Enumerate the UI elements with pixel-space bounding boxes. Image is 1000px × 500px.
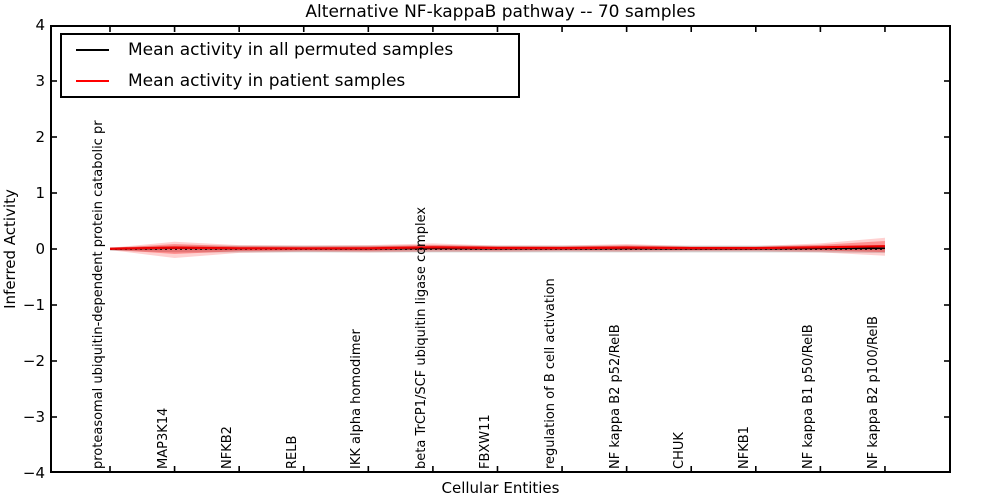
x-tick-label: NFKB2 — [220, 426, 236, 469]
y-tick-label: 2 — [35, 128, 45, 146]
x-tick-label: NFKB1 — [736, 426, 752, 469]
x-tick-label: FBXW11 — [478, 414, 494, 469]
legend-entry-label: Mean activity in all permuted samples — [128, 40, 454, 61]
x-axis-label: Cellular Entities — [441, 479, 560, 497]
chart-title: Alternative NF-kappaB pathway -- 70 samp… — [305, 2, 696, 22]
legend-line-sample — [76, 49, 109, 52]
x-tick-label: MAP3K14 — [155, 407, 171, 469]
x-tick-label: IKK alpha homodimer — [349, 329, 365, 469]
y-tick-label: 0 — [35, 240, 45, 258]
x-tick-label: regulation of B cell activation — [543, 278, 559, 469]
legend-entry-label: Mean activity in patient samples — [128, 70, 406, 91]
legend: Mean activity in all permuted samples Mea… — [60, 33, 520, 98]
x-tick-label: beta TrCP1/SCF ubiquitin ligase complex — [413, 206, 429, 469]
x-tick-label: NF kappa B2 p52/RelB — [607, 324, 623, 469]
y-tick-label: −3 — [22, 408, 45, 426]
y-tick-label: −1 — [22, 296, 45, 314]
y-tick-label: 4 — [35, 16, 45, 34]
legend-entry: Mean activity in all permuted samples — [62, 40, 518, 60]
x-tick-label: NF kappa B2 p100/RelB — [865, 316, 881, 469]
legend-entry: Mean activity in patient samples — [62, 71, 518, 91]
axes-frame — [50, 25, 951, 473]
x-tick-label: RELB — [284, 435, 300, 469]
chart-canvas — [50, 25, 951, 473]
x-tick-label: proteasomal ubiquitin-dependent protein … — [91, 120, 106, 469]
x-tick-label: CHUK — [672, 432, 688, 469]
patient-mean-line — [109, 245, 885, 250]
y-tick-label: 1 — [35, 184, 45, 202]
y-tick-label: −2 — [22, 352, 45, 370]
y-tick-label: 3 — [35, 72, 45, 90]
y-tick-label: −4 — [22, 464, 45, 482]
legend-line-sample — [76, 79, 109, 82]
x-tick-label: NF kappa B1 p50/RelB — [801, 324, 817, 469]
